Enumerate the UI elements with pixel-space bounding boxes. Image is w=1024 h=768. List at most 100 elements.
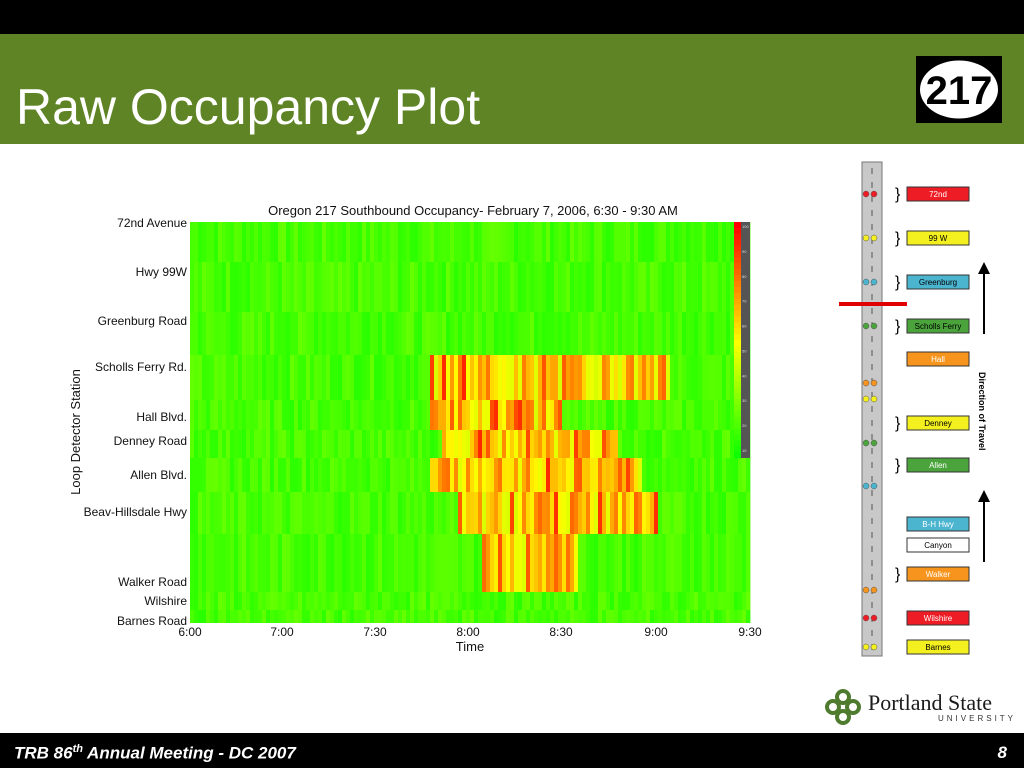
- heatmap-cell: [254, 222, 259, 262]
- heatmap-cell: [726, 534, 731, 592]
- heatmap-cell: [278, 312, 283, 355]
- heatmap-cell: [226, 492, 231, 534]
- heatmap-cell: [550, 534, 555, 592]
- heatmap-cell: [702, 610, 707, 623]
- heatmap-cell: [734, 610, 739, 623]
- heatmap-cell: [662, 262, 667, 312]
- heatmap-cell: [482, 610, 487, 623]
- heatmap-cell: [494, 592, 499, 610]
- heatmap-cell: [558, 430, 563, 458]
- heatmap-cell: [630, 592, 635, 610]
- heatmap-cell: [258, 592, 263, 610]
- colorbar-segment: [734, 281, 741, 288]
- heatmap-cell: [506, 312, 511, 355]
- heatmap-cell: [266, 222, 271, 262]
- heatmap-cell: [202, 592, 207, 610]
- heatmap-cell: [458, 430, 463, 458]
- detector-dot: [862, 643, 870, 651]
- heatmap-cell: [726, 262, 731, 312]
- heatmap-cell: [350, 355, 355, 400]
- heatmap-cell: [538, 492, 543, 534]
- heatmap-cell: [410, 492, 415, 534]
- heatmap-cell: [630, 355, 635, 400]
- heatmap-cell: [254, 492, 259, 534]
- heatmap-cell: [734, 592, 739, 610]
- heatmap-cell: [310, 458, 315, 492]
- route-217-shield-icon: 217: [916, 56, 1002, 123]
- heatmap-cell: [582, 534, 587, 592]
- heatmap-cell: [202, 534, 207, 592]
- heatmap-cell: [366, 430, 371, 458]
- heatmap-cell: [286, 592, 291, 610]
- heatmap-cell: [514, 262, 519, 312]
- heatmap-cell: [486, 400, 491, 430]
- heatmap-cell: [610, 222, 615, 262]
- heatmap-cell: [426, 610, 431, 623]
- heatmap-cell: [686, 400, 691, 430]
- heatmap-cell: [694, 458, 699, 492]
- heatmap-cell: [278, 430, 283, 458]
- heatmap-cell: [678, 430, 683, 458]
- heatmap-cell: [446, 430, 451, 458]
- heatmap-cell: [402, 312, 407, 355]
- heatmap-cell: [498, 355, 503, 400]
- heatmap-cell: [706, 534, 711, 592]
- heatmap-cell: [690, 534, 695, 592]
- heatmap-cell: [654, 312, 659, 355]
- heatmap-cell: [310, 312, 315, 355]
- heatmap-cell: [390, 610, 395, 623]
- heatmap-cell: [630, 534, 635, 592]
- heatmap-cell: [694, 222, 699, 262]
- heatmap-cell: [438, 222, 443, 262]
- heatmap-cell: [686, 592, 691, 610]
- heatmap-cell: [694, 534, 699, 592]
- heatmap-cell: [574, 430, 579, 458]
- heatmap-cell: [262, 430, 267, 458]
- heatmap-cell: [582, 492, 587, 534]
- brace-icon: }: [895, 230, 901, 247]
- heatmap-cell: [710, 534, 715, 592]
- heatmap-cell: [266, 262, 271, 312]
- heatmap-cell: [306, 262, 311, 312]
- detector-dot: [870, 439, 878, 447]
- heatmap-cell: [434, 400, 439, 430]
- heatmap-cell: [322, 458, 327, 492]
- heatmap-cell: [378, 492, 383, 534]
- heatmap-cell: [346, 355, 351, 400]
- heatmap-cell: [242, 592, 247, 610]
- heatmap-cell: [254, 592, 259, 610]
- heatmap-cell: [606, 262, 611, 312]
- heatmap-cell: [454, 430, 459, 458]
- heatmap-cell: [642, 534, 647, 592]
- heatmap-cell: [278, 222, 283, 262]
- heatmap-cell: [470, 610, 475, 623]
- heatmap-cell: [326, 592, 331, 610]
- station-label: Hwy 99W: [136, 265, 188, 279]
- heatmap-cell: [518, 458, 523, 492]
- heatmap-cell: [366, 592, 371, 610]
- heatmap-cell: [602, 592, 607, 610]
- station-boxes: 72nd}99 W}Greenburg}Scholls Ferry}HallDe…: [895, 186, 970, 655]
- heatmap-cell: [462, 492, 467, 534]
- heatmap-cell: [486, 262, 491, 312]
- university-name: Portland State: [868, 690, 993, 715]
- heatmap-cell: [518, 592, 523, 610]
- heatmap-cell: [214, 355, 219, 400]
- heatmap-cell: [226, 458, 231, 492]
- heatmap-cell: [254, 534, 259, 592]
- heatmap-cell: [414, 458, 419, 492]
- heatmap-cell: [342, 592, 347, 610]
- heatmap-cell: [270, 610, 275, 623]
- heatmap-cell: [426, 458, 431, 492]
- heatmap-cell: [522, 534, 527, 592]
- heatmap-cell: [510, 222, 515, 262]
- heatmap-cell: [350, 610, 355, 623]
- heatmap-cell: [534, 592, 539, 610]
- heatmap-cell: [490, 534, 495, 592]
- heatmap-cell: [662, 592, 667, 610]
- colorbar-segment: [734, 387, 741, 394]
- heatmap-cell: [390, 355, 395, 400]
- heatmap-cell: [462, 312, 467, 355]
- heatmap-cell: [726, 222, 731, 262]
- detector-dot: [862, 278, 870, 286]
